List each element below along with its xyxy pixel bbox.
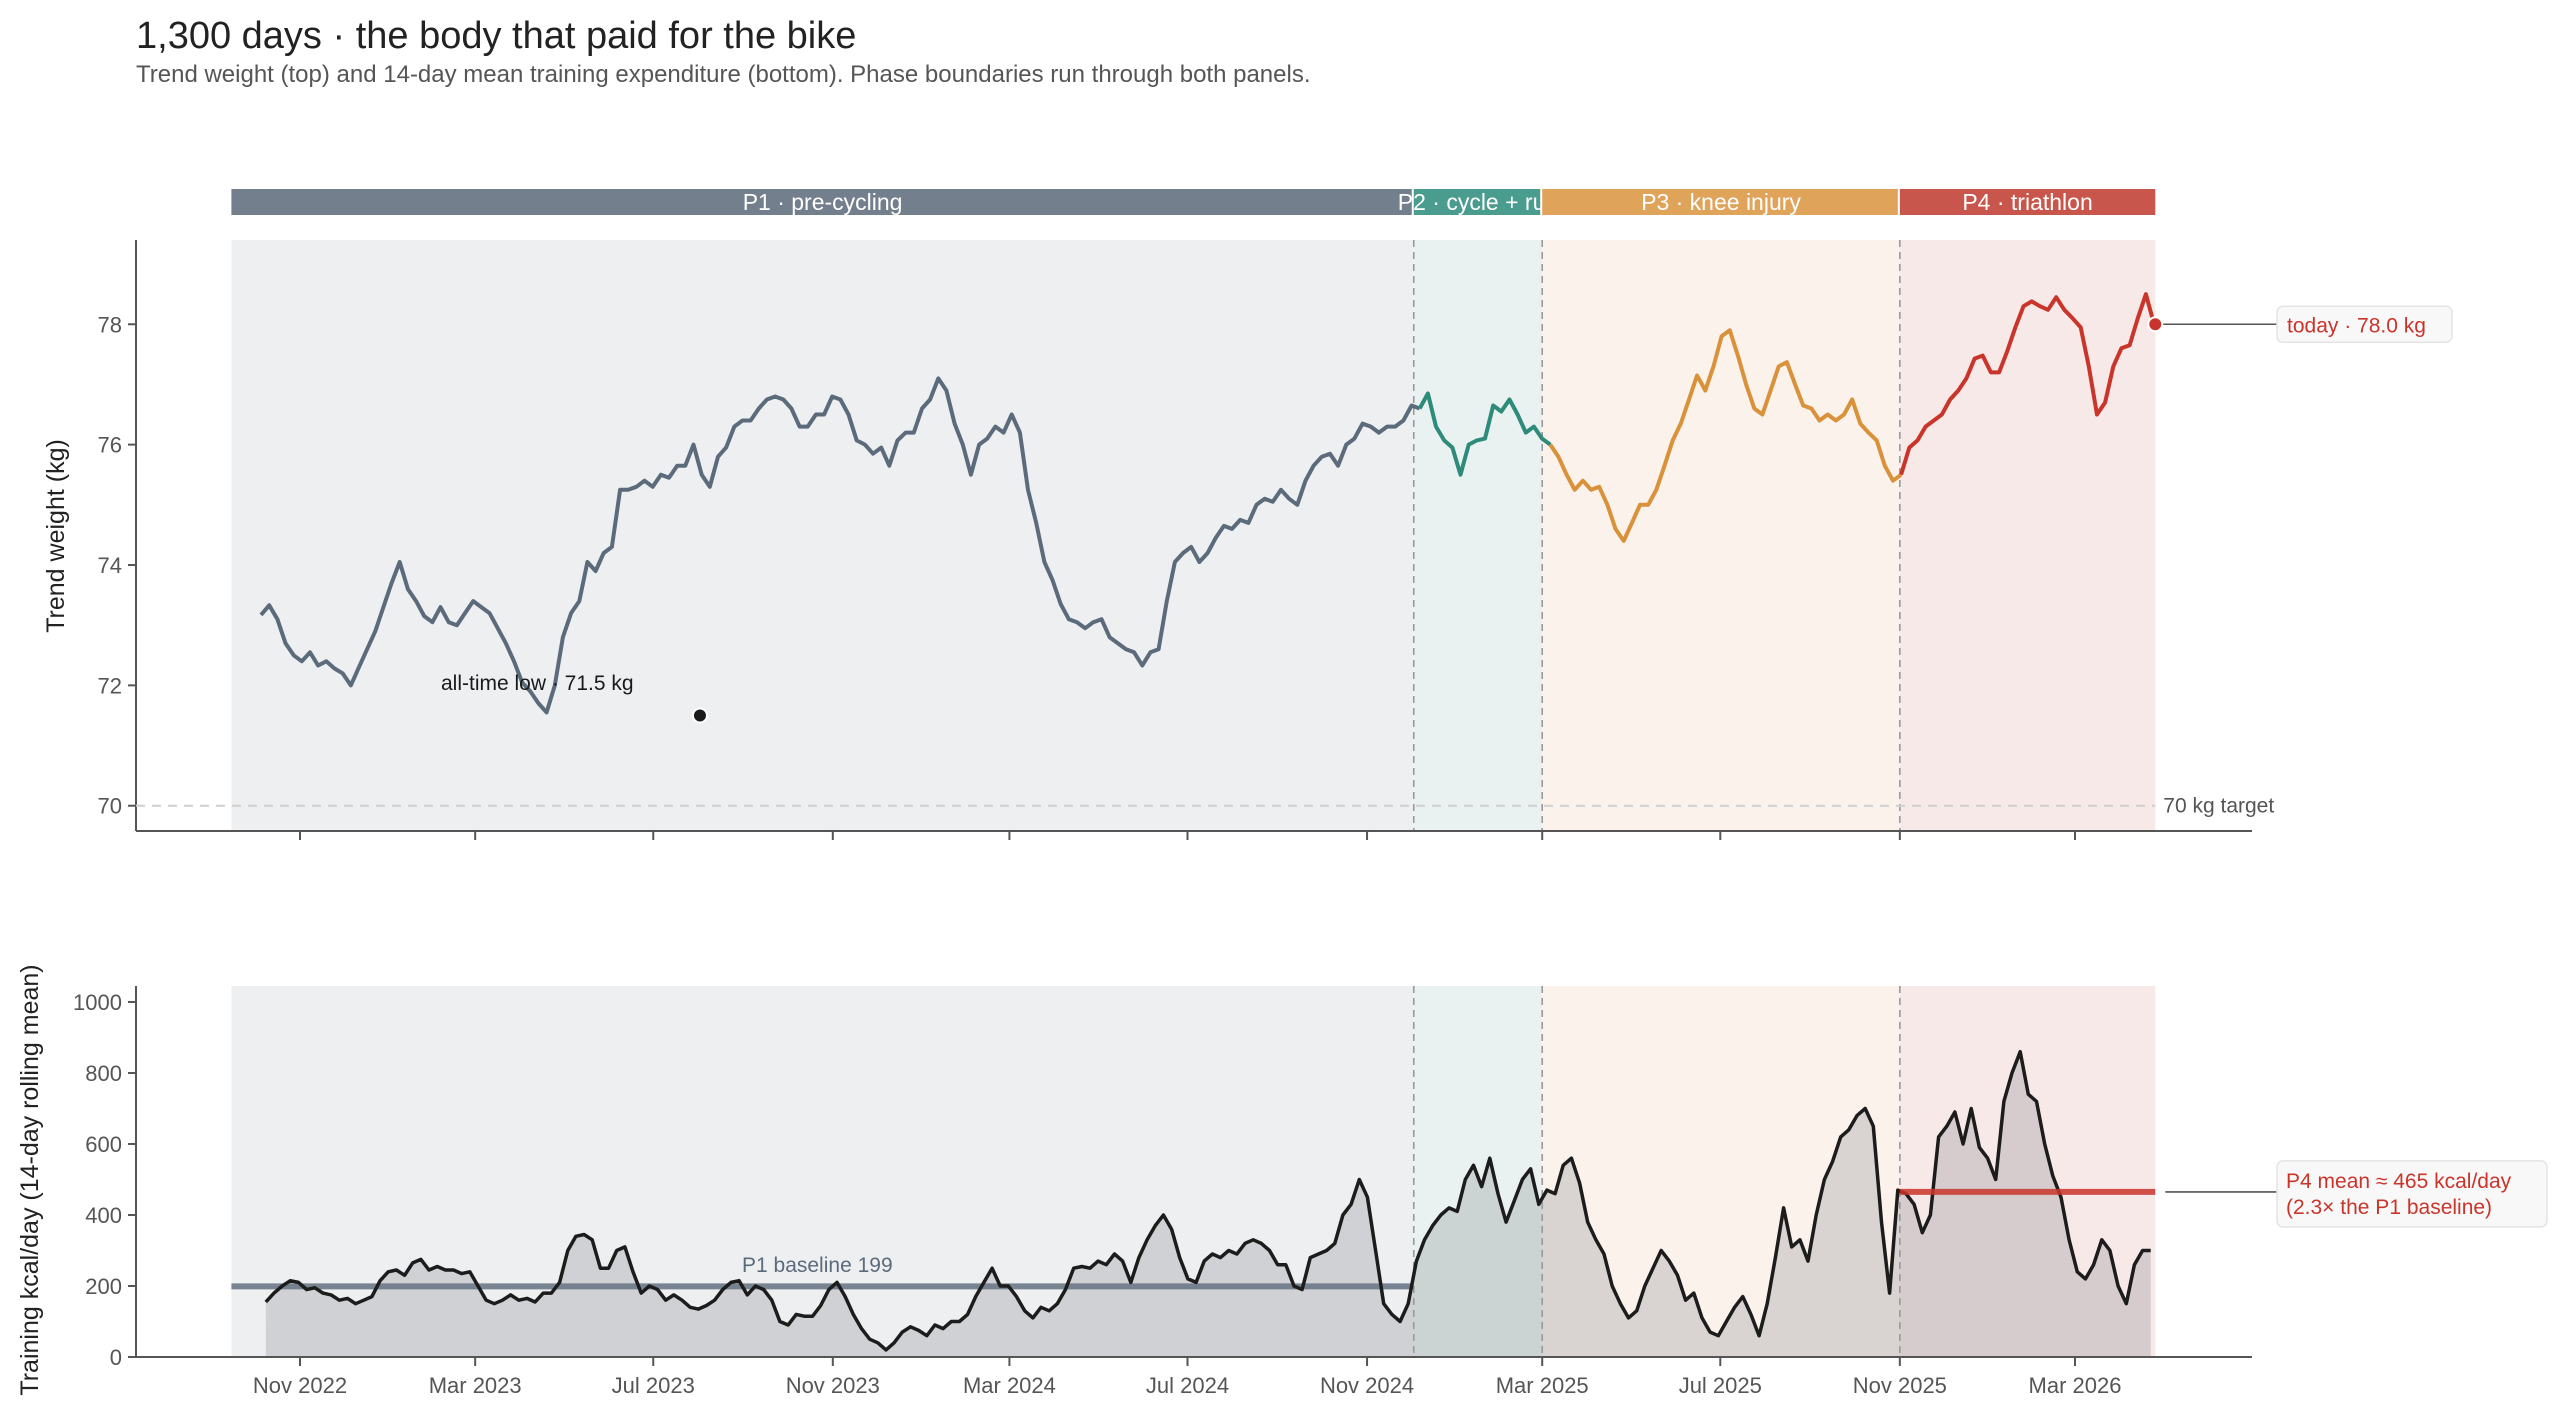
chart-title: 1,300 days · the body that paid for the … — [136, 15, 856, 57]
all-time-low-label: all-time low · 71.5 kg — [441, 672, 634, 695]
phase-background — [1542, 240, 1900, 831]
all-time-low-marker — [691, 707, 708, 724]
phase-bar-segment — [231, 189, 1412, 215]
weight-line-segment — [1417, 391, 1552, 477]
today-marker — [2147, 316, 2164, 333]
y-tick-label: 400 — [85, 1203, 122, 1228]
x-tick-label: Jul 2025 — [1679, 1373, 1762, 1398]
y-tick-label: 800 — [85, 1061, 122, 1086]
y-tick-label: 72 — [98, 673, 122, 698]
weight-line-segment — [1899, 292, 2157, 476]
x-tick-label: Nov 2023 — [786, 1373, 880, 1398]
today-label: today · 78.0 kg — [2287, 314, 2426, 337]
x-tick-label: Jul 2023 — [612, 1373, 695, 1398]
weight-line-segment — [1548, 328, 1903, 543]
p4-mean-label-box — [2276, 1160, 2548, 1228]
y-tick-label: 0 — [110, 1345, 122, 1370]
phase-bar-segment — [1542, 189, 1898, 215]
chart-subtitle: Trend weight (top) and 14-day mean train… — [136, 61, 1311, 88]
y-tick-label: 74 — [98, 553, 122, 578]
x-tick-label: Nov 2022 — [253, 1373, 347, 1398]
p4-mean-label-line2: (2.3× the P1 baseline) — [2286, 1196, 2492, 1219]
p1-baseline-label: P1 baseline 199 — [742, 1254, 893, 1277]
x-tick-label: Mar 2023 — [429, 1373, 522, 1398]
training-panel: 0 200 400 600 800 1000 Nov 2022 Mar 2023 Jul 202… — [73, 986, 2548, 1398]
x-tick-label: Nov 2024 — [1320, 1373, 1414, 1398]
y-tick-label: 78 — [98, 312, 122, 337]
training-line — [264, 1049, 2151, 1352]
x-tick-label: Nov 2025 — [1853, 1373, 1947, 1398]
phase-bar-segment — [1899, 189, 2156, 215]
today-label-box — [2276, 305, 2453, 344]
y-tick-label: 200 — [85, 1274, 122, 1299]
x-tick-label: Mar 2024 — [963, 1373, 1056, 1398]
y-tick-label: 600 — [85, 1132, 122, 1157]
target-label: 70 kg target — [2163, 795, 2274, 818]
weight-panel: 70 72 74 76 78 70 kg target all-time low · 71.… — [98, 240, 2453, 840]
phase-background — [1413, 986, 1543, 1357]
p4-mean-label-line1: P4 mean ≈ 465 kcal/day — [2286, 1170, 2512, 1193]
phase-label: P2 · cycle + run — [1398, 189, 1558, 215]
y-tick-label: 76 — [98, 433, 122, 458]
x-tick-label: Jul 2024 — [1146, 1373, 1229, 1398]
phase-background — [1413, 240, 1543, 831]
phase-background — [1899, 240, 2156, 831]
phase-background — [231, 986, 1414, 1357]
phase-background — [231, 240, 1414, 831]
training-area-fill — [265, 1051, 2151, 1357]
phase-background — [1542, 986, 1900, 1357]
phase-label: P3 · knee injury — [1641, 189, 1801, 215]
phase-bar-segment — [1413, 189, 1541, 215]
weight-line-segment — [259, 376, 1421, 715]
phase-background — [1899, 986, 2156, 1357]
weight-y-axis-label: Trend weight (kg) — [42, 439, 70, 633]
training-y-axis-label: Training kcal/day (14-day rolling mean) — [16, 964, 44, 1395]
x-tick-label: Mar 2025 — [1496, 1373, 1589, 1398]
y-tick-label: 1000 — [73, 990, 122, 1015]
phase-label: P1 · pre-cycling — [743, 189, 903, 215]
phase-label: P4 · triathlon — [1962, 189, 2092, 215]
x-tick-label: Mar 2026 — [2029, 1373, 2122, 1398]
phase-bar: P1 · pre-cycling P2 · cycle + run P3 · kne… — [231, 189, 2156, 215]
y-tick-label: 70 — [98, 794, 122, 819]
